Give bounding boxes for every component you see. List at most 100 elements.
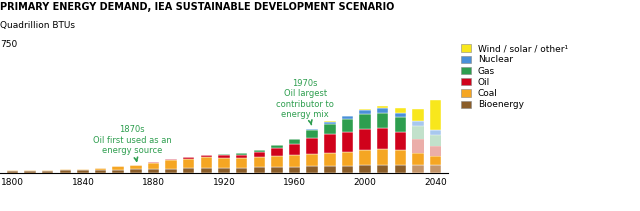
Bar: [412, 139, 424, 153]
Bar: [360, 109, 371, 110]
Bar: [430, 156, 442, 165]
Bar: [430, 146, 442, 156]
Bar: [377, 112, 388, 128]
Bar: [395, 132, 406, 150]
Bar: [430, 135, 442, 146]
Bar: [360, 165, 371, 173]
Bar: [307, 154, 318, 166]
Bar: [271, 156, 283, 167]
Bar: [360, 110, 371, 114]
Bar: [165, 160, 177, 169]
Bar: [218, 154, 230, 155]
Bar: [183, 159, 195, 168]
Bar: [236, 154, 248, 158]
Bar: [377, 165, 388, 173]
Bar: [377, 108, 388, 112]
Bar: [95, 170, 106, 173]
Bar: [412, 126, 424, 139]
Bar: [412, 139, 424, 153]
Bar: [342, 116, 353, 119]
Bar: [60, 170, 71, 173]
Bar: [377, 128, 388, 149]
Bar: [430, 100, 442, 130]
Bar: [24, 170, 36, 173]
Bar: [77, 169, 88, 170]
Bar: [218, 158, 230, 168]
Bar: [236, 153, 248, 154]
Bar: [412, 126, 424, 139]
Bar: [200, 168, 212, 173]
Bar: [342, 152, 353, 166]
Bar: [412, 121, 424, 126]
Bar: [253, 152, 265, 157]
Bar: [113, 166, 124, 170]
Bar: [253, 157, 265, 168]
Bar: [360, 150, 371, 165]
Bar: [342, 166, 353, 173]
Bar: [360, 129, 371, 150]
Bar: [130, 165, 141, 169]
Bar: [6, 170, 18, 171]
Bar: [271, 145, 283, 148]
Bar: [289, 155, 300, 167]
Bar: [430, 130, 442, 135]
Bar: [307, 129, 318, 130]
Text: 1870s
Oil first used as an
energy source: 1870s Oil first used as an energy source: [93, 125, 172, 161]
Bar: [165, 169, 177, 173]
Text: Quadrillion BTUs: Quadrillion BTUs: [0, 21, 75, 30]
Text: 1970s
Oil largest
contributor to
energy mix: 1970s Oil largest contributor to energy …: [276, 79, 334, 125]
Bar: [324, 134, 335, 153]
Bar: [165, 159, 177, 160]
Text: PRIMARY ENERGY DEMAND, IEA SUSTAINABLE DEVELOPMENT SCENARIO: PRIMARY ENERGY DEMAND, IEA SUSTAINABLE D…: [0, 2, 394, 12]
Bar: [148, 162, 159, 169]
Bar: [307, 166, 318, 173]
Bar: [307, 130, 318, 138]
Bar: [218, 168, 230, 173]
Bar: [200, 155, 212, 157]
Bar: [342, 132, 353, 152]
Bar: [289, 144, 300, 155]
Bar: [412, 109, 424, 121]
Bar: [183, 168, 195, 173]
Bar: [200, 154, 212, 155]
Bar: [342, 119, 353, 132]
Bar: [218, 155, 230, 158]
Bar: [324, 124, 335, 134]
Bar: [253, 150, 265, 152]
Bar: [271, 167, 283, 173]
Bar: [236, 158, 248, 168]
Bar: [412, 165, 424, 173]
Bar: [430, 165, 442, 173]
Bar: [271, 148, 283, 156]
Bar: [6, 171, 18, 173]
Bar: [289, 139, 300, 144]
Bar: [360, 114, 371, 129]
Bar: [377, 149, 388, 165]
Bar: [395, 150, 406, 165]
Bar: [395, 113, 406, 117]
Bar: [130, 169, 141, 173]
Bar: [148, 169, 159, 173]
Bar: [236, 168, 248, 173]
Bar: [412, 153, 424, 165]
Bar: [324, 122, 335, 124]
Bar: [395, 165, 406, 173]
Bar: [307, 138, 318, 154]
Bar: [395, 108, 406, 113]
Bar: [60, 169, 71, 170]
Bar: [200, 157, 212, 168]
Bar: [430, 146, 442, 156]
Bar: [395, 117, 406, 132]
Bar: [77, 170, 88, 173]
Bar: [253, 168, 265, 173]
Bar: [113, 170, 124, 173]
Bar: [430, 135, 442, 146]
Text: 750: 750: [0, 40, 17, 49]
Bar: [324, 166, 335, 173]
Bar: [324, 153, 335, 166]
Legend: Wind / solar / other¹, Nuclear, Gas, Oil, Coal, Bioenergy: Wind / solar / other¹, Nuclear, Gas, Oil…: [461, 44, 568, 109]
Bar: [183, 157, 195, 159]
Bar: [42, 170, 53, 173]
Bar: [95, 168, 106, 170]
Bar: [289, 167, 300, 173]
